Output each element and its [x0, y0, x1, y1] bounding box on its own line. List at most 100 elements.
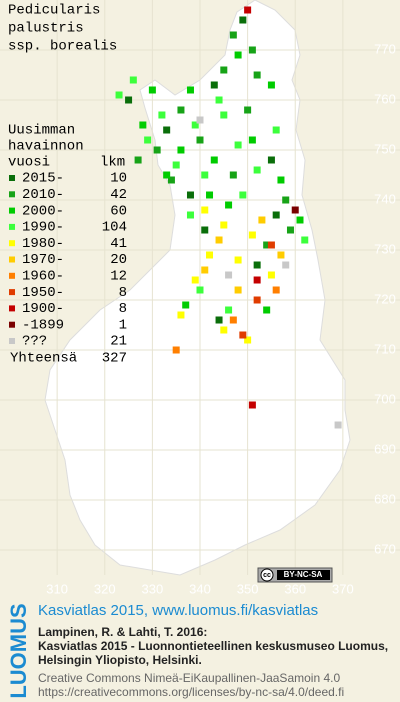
occurrence-square	[172, 161, 180, 169]
occurrence-square	[248, 231, 256, 239]
legend-count: 10	[110, 171, 127, 187]
legend-label: 2010-	[22, 187, 64, 203]
occurrence-square	[201, 226, 209, 234]
legend-label: 1960-	[22, 269, 64, 285]
legend-heading: vuosi	[8, 155, 50, 171]
occurrence-square	[234, 286, 242, 294]
occurrence-square	[234, 51, 242, 59]
occurrence-square	[291, 206, 299, 214]
legend-label: 1950-	[22, 285, 64, 301]
occurrence-square	[296, 216, 304, 224]
legend-swatch	[9, 305, 15, 312]
x-tick-label: 320	[94, 581, 116, 596]
occurrence-square	[177, 311, 185, 319]
occurrence-square	[134, 156, 142, 164]
occurrence-square	[301, 236, 309, 244]
occurrence-square	[220, 326, 228, 334]
citation: Helsingin Yliopisto, Helsinki.	[38, 653, 202, 667]
squares	[115, 6, 342, 429]
occurrence-square	[163, 171, 171, 179]
legend-swatch	[9, 289, 15, 296]
occurrence-square	[258, 216, 266, 224]
legend-label: 1990-	[22, 220, 64, 236]
occurrence-square	[167, 176, 175, 184]
legend-count: 12	[110, 269, 127, 285]
occurrence-square	[177, 106, 185, 114]
occurrence-square	[253, 296, 261, 304]
occurrence-square	[215, 236, 223, 244]
occurrence-square	[172, 346, 180, 354]
legend-label: 1980-	[22, 236, 64, 252]
occurrence-square	[196, 116, 204, 124]
legend-count: 21	[110, 334, 127, 350]
legend-swatch	[9, 272, 15, 279]
license: https://creativecommons.org/licenses/by-…	[38, 685, 344, 699]
occurrence-square	[186, 211, 194, 219]
legend: Pedicularis palustris ssp. borealis Uusimma…	[8, 3, 127, 367]
legend-count: 41	[110, 236, 127, 252]
occurrence-square	[229, 171, 237, 179]
occurrence-square	[253, 276, 261, 284]
y-tick-label: 730	[374, 241, 396, 256]
occurrence-square	[220, 221, 228, 229]
legend-count: 20	[110, 252, 127, 268]
occurrence-square	[253, 71, 261, 79]
occurrence-square	[220, 111, 228, 119]
occurrence-square	[206, 191, 214, 199]
legend-count: 60	[110, 203, 127, 219]
y-tick-label: 670	[374, 541, 396, 556]
occurrence-square	[244, 336, 252, 344]
occurrence-square	[253, 261, 261, 269]
occurrence-square	[334, 421, 342, 429]
occurrence-square	[244, 6, 252, 14]
occurrence-square	[125, 96, 133, 104]
occurrence-square	[263, 306, 271, 314]
legend-label: 2000-	[22, 203, 64, 219]
occurrence-square	[239, 16, 247, 24]
x-tick-label: 360	[284, 581, 306, 596]
occurrence-square	[191, 121, 199, 129]
legend-label: 1970-	[22, 252, 64, 268]
occurrence-square	[148, 86, 156, 94]
legend-count-heading: lkm	[100, 155, 125, 171]
y-tick-label: 690	[374, 441, 396, 456]
occurrence-square	[182, 301, 190, 309]
citation: Kasviatlas 2015 - Luonnontieteellinen ke…	[38, 639, 388, 653]
occurrence-square	[225, 201, 233, 209]
occurrence-square	[115, 91, 123, 99]
x-tick-label: 340	[189, 581, 211, 596]
legend-count: 104	[102, 220, 127, 236]
legend-count: 1	[119, 317, 127, 333]
occurrence-square	[277, 251, 285, 259]
occurrence-square	[144, 136, 152, 144]
legend-swatch	[9, 191, 15, 198]
occurrence-square	[201, 206, 209, 214]
logo: LUOMUS	[6, 603, 31, 698]
license: Creative Commons Nimeä-EiKaupallinen-Jaa…	[38, 671, 340, 685]
y-tick-label: 680	[374, 491, 396, 506]
occurrence-square	[158, 111, 166, 119]
species-title: ssp. borealis	[8, 39, 117, 55]
occurrence-square	[239, 331, 247, 339]
legend-label: 1900-	[22, 301, 64, 317]
legend-swatch	[9, 240, 15, 247]
citation: Lampinen, R. & Lahti, T. 2016:	[38, 625, 207, 639]
occurrence-square	[272, 286, 280, 294]
occurrence-square	[186, 191, 194, 199]
y-tick-label: 720	[374, 291, 396, 306]
occurrence-square	[153, 146, 161, 154]
legend-label: -1899	[22, 317, 64, 333]
occurrence-square	[239, 191, 247, 199]
legend-count: 8	[119, 285, 127, 301]
occurrence-square	[267, 81, 275, 89]
x-tick-label: 330	[142, 581, 164, 596]
occurrence-square	[163, 126, 171, 134]
occurrence-square	[267, 271, 275, 279]
occurrence-square	[225, 306, 233, 314]
occurrence-square	[248, 136, 256, 144]
occurrence-square	[253, 166, 261, 174]
occurrence-square	[229, 31, 237, 39]
legend-swatch	[9, 256, 15, 263]
y-tick-label: 740	[374, 191, 396, 206]
occurrence-square	[272, 211, 280, 219]
